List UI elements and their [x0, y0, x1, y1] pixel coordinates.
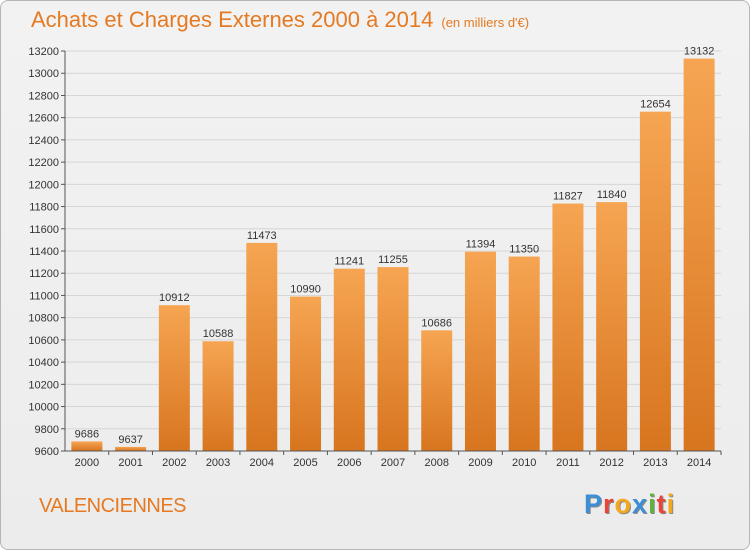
- x-tick-label: 2006: [337, 457, 361, 469]
- bar-2002: [158, 305, 190, 451]
- bar-2012: [596, 202, 628, 451]
- x-tick-label: 2013: [643, 457, 667, 469]
- data-label: 11473: [247, 230, 277, 242]
- x-tick-label: 2010: [512, 457, 536, 469]
- logo-letter: r: [603, 489, 615, 519]
- data-label: 12654: [640, 99, 671, 111]
- bar-2013: [639, 111, 671, 452]
- y-tick-label: 13200: [28, 46, 59, 58]
- logo-letter: i: [648, 489, 657, 519]
- data-label: 10588: [203, 328, 234, 340]
- x-tick-label: 2005: [293, 457, 317, 469]
- x-tick-label: 2012: [599, 457, 623, 469]
- y-tick-label: 11400: [29, 246, 59, 258]
- y-tick-label: 12000: [28, 179, 59, 191]
- logo-letter: P: [584, 489, 604, 519]
- data-labels: 9686 9637 10912 10588 11473 10990 11241 11255 10…: [75, 46, 715, 446]
- x-tick-label: 2004: [250, 457, 274, 469]
- data-label: 13132: [684, 46, 715, 58]
- city-name: VALENCIENNES: [39, 495, 187, 517]
- data-label: 10990: [290, 284, 321, 296]
- data-label: 11394: [466, 239, 496, 251]
- logo-letter: t: [656, 489, 667, 519]
- y-tick-label: 9600: [35, 446, 59, 458]
- x-tick-label: 2011: [556, 457, 580, 469]
- y-tick-label: 11200: [29, 268, 59, 280]
- bar-2008: [421, 330, 453, 451]
- chart-title: Achats et Charges Externes 2000 à 2014 (e…: [31, 7, 529, 33]
- data-label: 11840: [597, 189, 627, 201]
- x-axis: 2000 2001 2002 2003 2004 2005 2006 2007 2008 2009…: [65, 450, 722, 469]
- data-label: 11241: [334, 256, 364, 268]
- bar-2007: [377, 267, 409, 451]
- logo-letter: x: [632, 489, 649, 519]
- y-tick-label: 11600: [29, 224, 59, 236]
- y-tick-label: 10000: [28, 402, 59, 414]
- y-tick-label: 10800: [28, 313, 59, 325]
- logo-letter: i: [666, 489, 676, 519]
- x-tick-label: 2009: [468, 457, 492, 469]
- proxiti-logo[interactable]: Proxiti: [584, 489, 675, 520]
- bar-2005: [290, 296, 322, 451]
- x-tick-label: 2001: [118, 457, 142, 469]
- x-tick-label: 2007: [381, 457, 405, 469]
- logo-letter: o: [614, 489, 633, 519]
- bar-2014: [683, 58, 715, 452]
- chart-subtitle: (en milliers d'€): [441, 15, 530, 30]
- y-tick-label: 12400: [28, 135, 59, 147]
- bar-2011: [552, 203, 584, 451]
- bars: [71, 58, 715, 452]
- bar-2003: [202, 341, 234, 451]
- x-tick-label: 2014: [687, 457, 711, 469]
- bar-2001: [115, 446, 147, 451]
- y-tick-label: 10400: [28, 357, 59, 369]
- bar-2006: [333, 268, 365, 451]
- y-tick-label: 10200: [28, 379, 59, 391]
- bar-2000: [71, 441, 103, 451]
- data-label: 10912: [159, 292, 190, 304]
- data-label: 10686: [421, 317, 452, 329]
- title-text: Achats et Charges Externes 2000 à 2014: [31, 7, 434, 32]
- bar-2004: [246, 242, 278, 451]
- y-tick-label: 12800: [28, 90, 59, 102]
- x-tick-label: 2008: [424, 457, 448, 469]
- data-label: 11255: [378, 254, 408, 266]
- data-label: 9637: [118, 434, 142, 446]
- x-tick-label: 2000: [75, 457, 99, 469]
- y-tick-label: 13000: [28, 68, 59, 80]
- y-tick-label: 10600: [28, 335, 59, 347]
- y-tick-label: 11800: [29, 202, 59, 214]
- data-label: 9686: [75, 428, 99, 440]
- bar-2010: [508, 256, 540, 451]
- data-label: 11350: [509, 244, 539, 256]
- x-tick-label: 2003: [206, 457, 230, 469]
- bar-2009: [464, 251, 496, 451]
- y-tick-label: 12600: [28, 113, 59, 125]
- y-tick-label: 11000: [29, 290, 59, 302]
- y-tick-label: 9800: [35, 424, 59, 436]
- x-tick-label: 2002: [162, 457, 186, 469]
- y-axis: 9600 9800 10000 10200 10400 10600 10800 11000 11…: [28, 46, 66, 458]
- y-tick-label: 12200: [28, 157, 59, 169]
- data-label: 11827: [553, 191, 583, 203]
